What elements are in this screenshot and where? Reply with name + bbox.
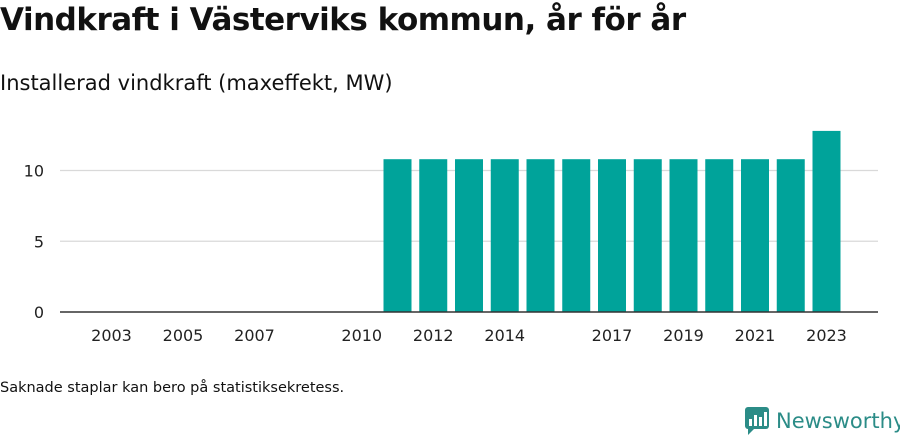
bar-chart: 0 5 10 2003 2005 2007 2010 2012 2014 2017 2019 2021… [24, 130, 878, 345]
bar [526, 159, 555, 312]
bar [633, 159, 662, 312]
bar [490, 159, 519, 312]
bar [419, 159, 448, 312]
bar [812, 130, 841, 312]
bar [705, 159, 734, 312]
x-tick-label: 2019 [663, 326, 704, 345]
x-tick-label: 2014 [484, 326, 525, 345]
bar [776, 159, 805, 312]
footnote: Saknade staplar kan bero på statistiksek… [0, 380, 345, 396]
x-tick-label: 2007 [234, 326, 275, 345]
brand-name: Newsworthy [776, 409, 900, 433]
x-tick-label: 2021 [735, 326, 776, 345]
x-tick-label: 2023 [806, 326, 847, 345]
bar [562, 159, 591, 312]
bar [455, 159, 483, 312]
chart-title: Vindkraft i Västerviks kommun, år för år [0, 2, 686, 38]
bar [741, 159, 769, 312]
x-tick-label: 2012 [413, 326, 454, 345]
x-tick-label: 2010 [341, 326, 382, 345]
y-tick-label: 5 [34, 232, 44, 251]
y-tick-label: 0 [34, 303, 44, 322]
brand-logo: Newsworthy [744, 406, 900, 436]
x-tick-label: 2017 [592, 326, 633, 345]
bar [598, 159, 626, 312]
x-tick-label: 2003 [91, 326, 132, 345]
newsworthy-logo-icon [745, 407, 769, 435]
y-tick-label: 10 [24, 162, 44, 181]
bar [669, 159, 698, 312]
bar [383, 159, 412, 312]
chart-subtitle: Installerad vindkraft (maxeffekt, MW) [0, 71, 393, 95]
x-tick-label: 2005 [163, 326, 204, 345]
